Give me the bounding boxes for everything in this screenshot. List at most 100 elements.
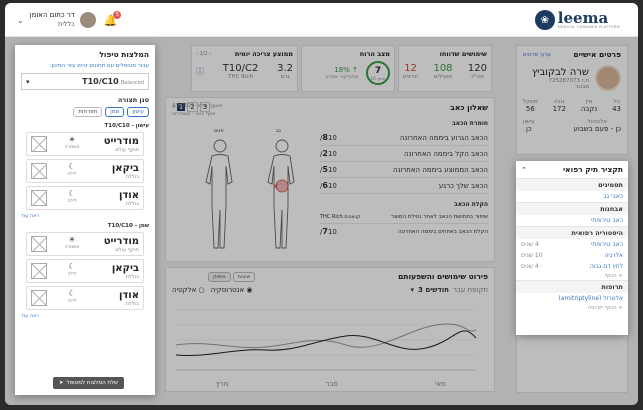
- chevron-right-icon[interactable]: ›: [212, 103, 216, 111]
- product-card[interactable]: אודן בוללת ☾ לילה: [26, 286, 144, 310]
- avatar[interactable]: [79, 12, 96, 28]
- question-tag-2: THC Rich: [320, 214, 343, 220]
- radio-icon[interactable]: ◉: [246, 286, 253, 294]
- legend-item: אלקטיה: [172, 286, 197, 294]
- x-axis: מרץ פבר מאי: [216, 380, 446, 388]
- usage-stats-card: שימושים שדווחו 120 סה"כ 108 מועילים 12 חריג…: [398, 45, 492, 92]
- brand-name: leema: [557, 9, 609, 27]
- dosage-sub: Balanced: [120, 80, 144, 86]
- product-time: לילה: [67, 299, 77, 304]
- doctor-menu[interactable]: ⌄ דר כתום האומן כללית 🔔 5: [17, 10, 122, 29]
- filter-flowers[interactable]: תפרחות: [73, 107, 103, 117]
- product-image: [31, 290, 47, 306]
- send-button-label: שלח המלצות למטופל: [66, 380, 119, 386]
- question-row[interactable]: הכאב שלך כרגע 610/: [320, 178, 488, 194]
- product-card[interactable]: מודרייט תוקף עולם ☀ משמרה: [26, 132, 144, 156]
- history-item[interactable]: לחץ דם גבוה 4 שנים: [516, 261, 628, 272]
- front-label: פנים: [214, 128, 224, 134]
- question-text: הכאב שלך כרגע: [438, 181, 488, 190]
- question-tag: קנאביס: [344, 214, 361, 220]
- history-duration: 4 שנים: [521, 241, 539, 248]
- send-recommendations-button[interactable]: שלח המלצות למטופל ➤: [53, 377, 125, 389]
- mood-change-label: מהביקור אחרון: [325, 74, 358, 80]
- weight-value: 56: [525, 105, 535, 113]
- product-card[interactable]: ביקאן בוללת ☾ לילה: [26, 259, 144, 283]
- usage-chart-panel: פירוט שימושים והשפעותם יציבות איפוק תקופ…: [165, 267, 495, 392]
- edit-details-link[interactable]: ערוך פרטים: [523, 51, 551, 58]
- symptom-item[interactable]: כאבי גב: [516, 191, 628, 202]
- moon-icon: ☾: [68, 262, 76, 271]
- chevron-up-icon[interactable]: ⌃: [521, 165, 527, 174]
- age-value: 43: [612, 105, 621, 113]
- brand-logo[interactable]: ❀ leema MEDICAL CANNABIS PLATFORM: [534, 9, 620, 30]
- brand-tagline: MEDICAL CANNABIS PLATFORM: [557, 25, 620, 29]
- question-score: 5: [322, 165, 328, 174]
- x-label: מרץ: [216, 380, 229, 388]
- history-duration: 10 שנים: [521, 252, 543, 259]
- question-row[interactable]: הכאב הממוצע ביממה האחרונה 510/: [320, 162, 488, 178]
- question-row[interactable]: הכאב הגרוע ביממה האחרונה 810/: [320, 130, 488, 146]
- consumption-card: ממוצע צריכה יומית ‹ 1/2 › 3.2 גרם T10/C2 T…: [191, 45, 298, 92]
- product-card[interactable]: ביקאן בוללת ☾ לילה: [26, 159, 144, 183]
- tab-restraint[interactable]: איפוק: [208, 272, 231, 282]
- usage-title: שימושים שדווחו: [439, 50, 487, 58]
- filter-smoking[interactable]: עישון: [127, 107, 149, 117]
- questionnaire-title: שאלון כאב: [450, 102, 488, 112]
- product-card[interactable]: אודן בוללת ☾ לילה: [26, 186, 144, 210]
- see-more-link[interactable]: ראה עוד: [21, 313, 40, 319]
- medication-item[interactable]: אלטרול (amitriptyline): [516, 293, 628, 304]
- filter-oil[interactable]: שמן: [105, 107, 125, 117]
- moon-icon: ☾: [68, 162, 76, 171]
- history-duration: 4 שנים: [521, 263, 539, 270]
- patient-stats: גיל 43 מין נקבה גובה 172 משקל 56: [523, 99, 621, 113]
- filter-title: סנן תצורה: [117, 96, 149, 104]
- chevron-down-icon: ▾: [26, 77, 30, 86]
- question-score: 7: [322, 227, 328, 236]
- strain-value: T10/C2: [222, 63, 259, 74]
- chart-title: פירוט שימושים והשפעותם: [398, 272, 488, 281]
- history-item[interactable]: אלרגיה 10 שנים: [516, 250, 628, 261]
- recommendations-panel: המלצות טיפול עבור מטופלים עם תחונים זהים…: [15, 45, 155, 395]
- diagnosis-item[interactable]: כאב נוירופתי: [516, 215, 628, 226]
- doctor-specialty: כללית: [58, 20, 75, 28]
- question-score: 8: [322, 133, 328, 142]
- tab-stability[interactable]: יציבות: [232, 272, 256, 282]
- height-value: 172: [552, 105, 566, 113]
- see-more-link[interactable]: ראה עוד: [21, 213, 40, 219]
- history-text: כאב נוירופתי: [591, 241, 623, 248]
- product-image: [31, 136, 47, 152]
- chart-legend: ◉ אנטרוסקיה ○ אלקטיה: [172, 286, 253, 294]
- product-card[interactable]: מודרייט תוקף עולם ☀ משמרה: [26, 232, 144, 256]
- chevron-down-icon[interactable]: ⌄: [17, 15, 24, 25]
- diagnoses-header: אבחנות: [516, 202, 628, 215]
- add-history-button[interactable]: + הוסף: [604, 273, 623, 279]
- page-1[interactable]: 1: [176, 103, 186, 111]
- product-time: משמרה: [64, 145, 80, 150]
- age-label: גיל: [613, 99, 620, 105]
- question-max: 10/: [320, 166, 337, 174]
- add-medication-button[interactable]: + הוסף תרופה: [587, 305, 623, 311]
- info-icon[interactable]: ⓘ: [196, 67, 205, 76]
- product-name: אודן: [118, 189, 139, 201]
- page-3[interactable]: 3: [199, 102, 211, 112]
- group-title: שמן - T10/C10: [107, 223, 149, 229]
- body-map[interactable]: פנים גב ✕: [186, 128, 316, 258]
- bell-icon[interactable]: 🔔 5: [104, 10, 122, 27]
- question-row[interactable]: שיפור בתחושת הכאב לאחר נטילת המוצר קנאביס…: [320, 211, 488, 224]
- mood-score: 7: [374, 65, 382, 76]
- pager[interactable]: ‹ 1/2 ›: [196, 51, 212, 57]
- page-2[interactable]: 2: [187, 102, 198, 112]
- history-item[interactable]: כאב נוירופתי 4 שנים: [516, 239, 628, 250]
- dosage-select[interactable]: T10/C10 Balanced ▾: [21, 73, 149, 90]
- question-row[interactable]: הכאב הקל ביממה האחרונה 210/: [320, 146, 488, 162]
- product-name: מודרייט: [103, 235, 139, 247]
- question-text: הקלת הכאב באחוזים ביממה האחרונה: [397, 228, 488, 235]
- chevron-left-icon[interactable]: ‹: [172, 103, 175, 111]
- radio-icon[interactable]: ○: [198, 286, 205, 294]
- questionnaire-panel: שאלון כאב ‹ 1 2 3 › תאריך מילוי: 4/5/202…: [165, 97, 495, 262]
- section-relief: הקלת הכאב: [454, 201, 488, 208]
- send-icon: ➤: [59, 380, 64, 386]
- question-row[interactable]: הקלת הכאב באחוזים ביממה האחרונה 710/: [320, 224, 488, 239]
- chart-filter[interactable]: תקופת עבר חודשים 3 ▾: [411, 286, 488, 294]
- usage-effective-label: מועילים: [434, 74, 452, 80]
